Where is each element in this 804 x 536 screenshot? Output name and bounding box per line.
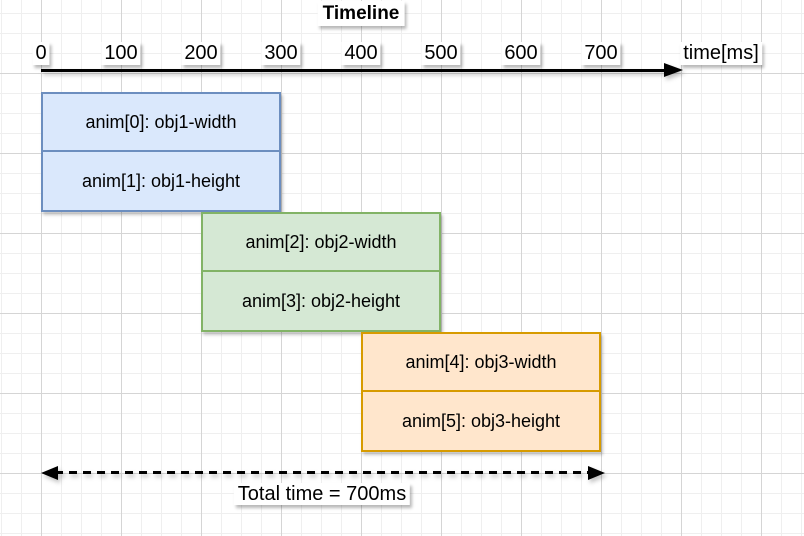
- timeline-bar-anim-2[interactable]: anim[2]: obj2-width: [201, 212, 441, 272]
- axis-tick-label: 300: [261, 42, 301, 65]
- total-time-label: Total time = 700ms: [233, 483, 411, 505]
- axis-tick-label: 0: [32, 42, 50, 65]
- diagram-title: Timeline: [317, 1, 405, 26]
- axis-tick-label: 500: [421, 42, 461, 65]
- time-axis-line: [41, 69, 668, 72]
- timeline-bar-anim-3[interactable]: anim[3]: obj2-height: [201, 272, 441, 332]
- axis-tick-label: 700: [581, 42, 621, 65]
- time-axis-arrow-head-icon: [664, 63, 683, 77]
- axis-unit-label: time[ms]: [680, 42, 762, 65]
- timeline-bar-anim-4[interactable]: anim[4]: obj3-width: [361, 332, 601, 392]
- axis-tick-label: 200: [181, 42, 221, 65]
- timeline-bar-anim-1[interactable]: anim[1]: obj1-height: [41, 152, 281, 212]
- total-arrow-right-head-icon: [588, 466, 605, 480]
- axis-tick-label: 600: [501, 42, 541, 65]
- total-arrow-dashed-line: [55, 471, 589, 474]
- axis-tick-label: 100: [101, 42, 141, 65]
- total-arrow-left-head-icon: [41, 466, 58, 480]
- timeline-bar-anim-0[interactable]: anim[0]: obj1-width: [41, 92, 281, 152]
- timeline-bar-anim-5[interactable]: anim[5]: obj3-height: [361, 392, 601, 452]
- axis-tick-label: 400: [341, 42, 381, 65]
